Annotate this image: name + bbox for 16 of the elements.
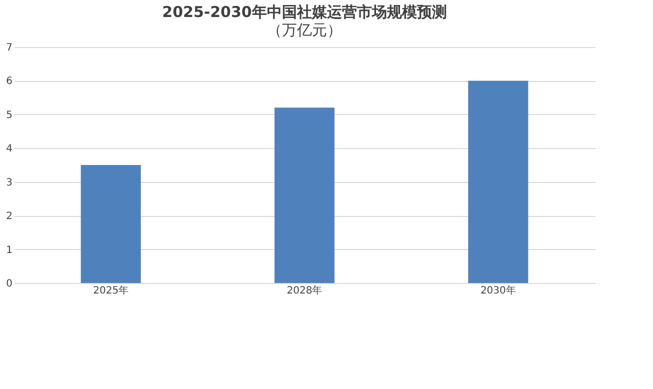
x-tick-label: 2025年 (93, 284, 129, 296)
x-tick-label: 2028年 (286, 284, 322, 296)
y-tick-label: 2 (6, 211, 12, 222)
y-tick-label: 1 (6, 244, 12, 256)
bar (274, 108, 334, 283)
bar (468, 80, 528, 283)
y-tick-label: 7 (6, 42, 12, 54)
y-tick-label: 0 (6, 278, 12, 290)
y-tick-label: 5 (6, 110, 12, 121)
y-tick-label: 6 (6, 76, 12, 88)
bar (80, 165, 141, 283)
y-tick-label: 3 (6, 177, 12, 188)
chart-title: 2025-2030年中国社媒运营市场规模预测 (162, 3, 447, 21)
y-tick-label: 4 (6, 144, 12, 155)
x-tick-label: 2030年 (480, 284, 516, 296)
chart-subtitle: （万亿元） (267, 21, 342, 39)
